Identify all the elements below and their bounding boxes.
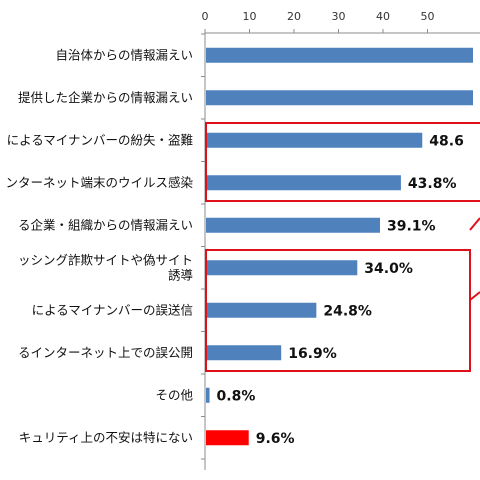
category-label: によるマイナンバーの誤送信	[32, 302, 193, 317]
bar	[206, 302, 317, 318]
category-label: によるマイナンバーの紛失・盗難	[7, 132, 193, 147]
data-label: 0.8%	[217, 388, 256, 404]
bar	[206, 132, 423, 148]
data-label: 48.6	[429, 133, 464, 149]
bar	[206, 430, 249, 446]
data-label: 43.8%	[408, 176, 457, 192]
category-label: 提供した企業からの情報漏えい	[18, 90, 193, 105]
x-tick-label: 40	[376, 10, 390, 23]
x-tick-label: 30	[332, 10, 346, 23]
highlight-box	[205, 122, 480, 202]
x-tick-label: 20	[287, 10, 301, 23]
data-label: 16.9%	[288, 346, 337, 362]
bar	[206, 217, 380, 233]
category-label: 自治体からの情報漏えい	[55, 47, 193, 62]
data-label: 39.1%	[387, 218, 436, 234]
bar	[206, 345, 282, 361]
bar	[206, 47, 473, 63]
callout-line	[469, 217, 480, 231]
bar	[206, 90, 473, 106]
category-label: キュリティ上の不安は特にない	[19, 430, 193, 445]
data-label: 24.8%	[323, 303, 372, 319]
data-label: 34.0%	[364, 261, 413, 277]
callout-line	[469, 291, 480, 301]
bar	[206, 387, 210, 403]
category-label: るインターネット上での誤公開	[18, 345, 193, 360]
category-label: ンターネット端末のウイルス感染	[5, 175, 193, 190]
x-tick-label: 50	[421, 10, 435, 23]
bar	[206, 260, 358, 276]
bar	[206, 175, 401, 191]
category-label: ッシング詐欺サイトや偽サイト誘導	[18, 252, 193, 282]
x-tick-label: 10	[243, 10, 257, 23]
category-label: る企業・組織からの情報漏えい	[18, 217, 193, 232]
x-tick-label: 0	[202, 10, 209, 23]
category-label: その他	[155, 387, 193, 402]
highlight-box	[205, 249, 471, 372]
data-label: 9.6%	[256, 431, 295, 447]
